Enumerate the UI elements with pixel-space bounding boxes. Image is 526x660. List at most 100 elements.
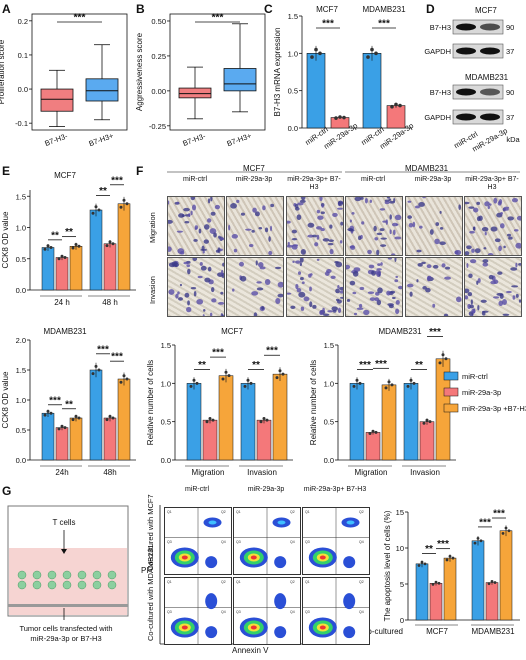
stained-cell	[326, 269, 332, 274]
panel-f1-point	[259, 420, 263, 424]
panel-e2-point	[94, 364, 98, 368]
stained-cell	[295, 260, 301, 264]
panel-e-title-mdamb231: MDAMB231	[43, 327, 87, 336]
panel-e2-bar	[41, 412, 55, 461]
panel-c-ytick-label: 1.0	[288, 49, 298, 58]
stained-cell	[354, 197, 362, 202]
panel-f1-point	[224, 370, 228, 374]
quadrant-label: Q1	[167, 510, 172, 514]
t-cell	[107, 580, 117, 590]
quadrant-label: Q1	[305, 510, 310, 514]
stained-cell	[489, 203, 492, 206]
stained-cell	[364, 197, 368, 204]
panel-e1-ytick-label: 0.5	[16, 255, 26, 264]
panel-letter-f: F	[136, 164, 144, 178]
panel-g-point	[417, 564, 421, 567]
population	[343, 626, 356, 639]
stained-cell	[360, 197, 364, 200]
panel-f1-sig-label: ***	[212, 348, 224, 359]
stained-cell	[439, 210, 442, 214]
panel-g-point	[490, 580, 494, 583]
panel-c-point	[394, 102, 398, 107]
panel-e2-ytick-label: 1.0	[16, 396, 26, 405]
panel-f1-point	[211, 418, 215, 422]
quadrant-label: Q3	[305, 609, 310, 614]
panel-f1-ytick-label: 1.5	[161, 341, 171, 350]
quadrant-label: Q2	[221, 580, 226, 584]
panel-e1-point	[94, 205, 98, 209]
stained-cell	[445, 266, 451, 270]
transwell-micrograph	[226, 257, 284, 317]
stained-cell	[368, 264, 375, 269]
stained-cell	[374, 297, 380, 302]
panel-f2-point	[428, 420, 432, 424]
t-cell	[17, 570, 27, 580]
stained-cell	[270, 225, 273, 232]
panel-g-bar	[499, 530, 513, 621]
stained-cell	[379, 228, 385, 232]
panel-letter-c: C	[264, 2, 273, 16]
stained-cell	[358, 303, 363, 308]
panel-f1-ytick-label: 0.5	[161, 418, 171, 427]
transwell-micrograph	[464, 257, 522, 317]
panel-f1-point	[221, 377, 225, 381]
stained-cell	[349, 219, 352, 223]
stained-cell	[371, 270, 376, 276]
stained-cell	[429, 229, 434, 235]
stained-cell	[351, 212, 355, 215]
panel-e1-point	[97, 208, 101, 212]
stained-cell	[320, 227, 325, 232]
panel-e1-bar	[55, 257, 69, 291]
stained-cell	[471, 308, 476, 314]
panel-f1-bar	[218, 375, 234, 461]
stained-cell	[497, 271, 503, 275]
panel-f2-ylabel: Relative number of cells	[309, 360, 318, 445]
stained-cell	[220, 291, 224, 295]
stained-cell	[352, 270, 359, 277]
stained-cell	[482, 262, 489, 267]
panel-e2-point	[125, 377, 129, 381]
stained-cell	[275, 266, 282, 270]
panel-g-sig-label: ***	[437, 539, 449, 550]
panel-g-bar	[471, 540, 485, 621]
stained-cell	[484, 201, 490, 207]
panel-e1-point	[74, 243, 78, 246]
stained-cell	[207, 218, 212, 223]
stained-cell	[416, 279, 419, 283]
stained-cell	[339, 286, 343, 291]
stained-cell	[248, 243, 254, 248]
panel-f2-point	[412, 381, 416, 385]
stained-cell	[511, 285, 519, 288]
panel-g-point	[423, 562, 427, 566]
panel-c-point	[334, 116, 338, 120]
stained-cell	[496, 292, 504, 296]
stained-cell	[376, 249, 380, 255]
panel-c-ytick-label: 0.5	[288, 87, 298, 96]
legend-swatch	[443, 403, 459, 413]
panel-f2-point	[422, 421, 426, 425]
population	[343, 593, 356, 610]
stained-cell	[391, 296, 396, 300]
stained-cell	[294, 203, 299, 209]
stained-cell	[382, 220, 387, 223]
stained-cell	[515, 242, 521, 249]
stained-cell	[418, 201, 425, 207]
quadrant-label: Q4	[221, 539, 226, 544]
panel-f1-point	[249, 381, 253, 385]
quadrant-label: Q2	[221, 510, 226, 514]
blot-kda-label: 90	[506, 88, 514, 97]
stained-cell	[339, 290, 343, 294]
stained-cell	[264, 227, 269, 233]
panel-f1-xtick-label: Invasion	[247, 468, 277, 477]
panel-g-point	[445, 558, 449, 562]
panel-f2-sig-label: ***	[375, 359, 387, 370]
stained-cell	[316, 258, 320, 261]
stained-cell	[507, 216, 515, 221]
stained-cell	[385, 219, 388, 225]
stained-cell	[419, 225, 423, 229]
stained-cell	[469, 304, 474, 309]
panel-e2-point	[91, 372, 95, 376]
panel-f2-point	[371, 429, 375, 433]
stained-cell	[297, 202, 304, 206]
stained-cell	[319, 197, 323, 202]
